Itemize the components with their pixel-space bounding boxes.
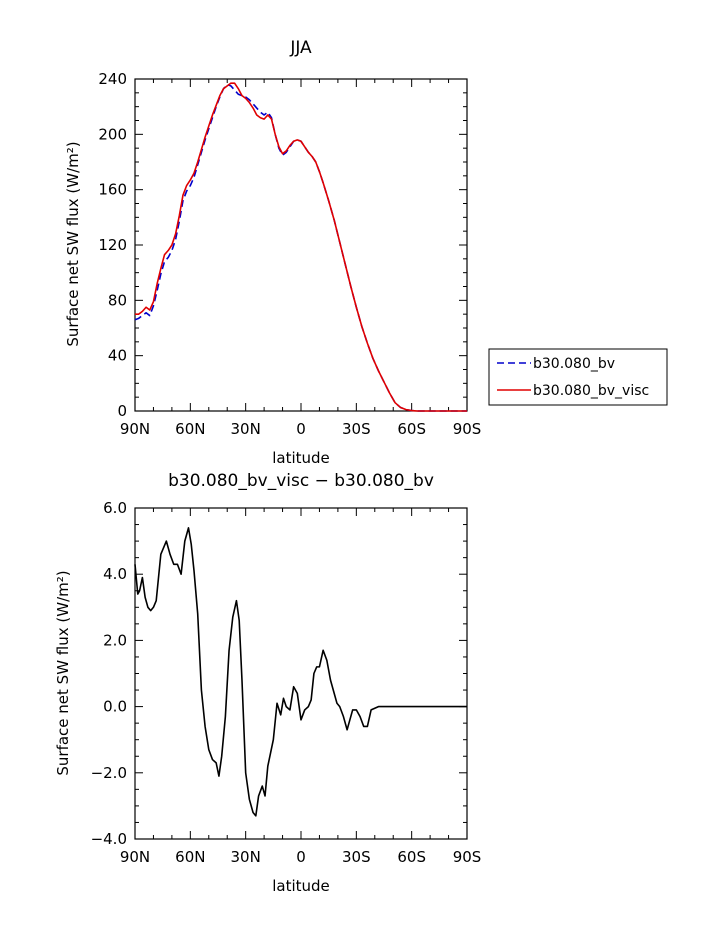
top-plot-frame bbox=[134, 78, 468, 412]
bottom-x-tick-label: 30S bbox=[342, 848, 371, 866]
bottom-x-tick-label: 90N bbox=[120, 848, 150, 866]
bottom-y-tick-label: −2.0 bbox=[91, 764, 127, 782]
top-x-tick-label: 60N bbox=[175, 420, 205, 438]
bottom-x-tick-label: 90S bbox=[453, 848, 482, 866]
top-y-tick-label: 160 bbox=[98, 181, 127, 199]
bottom-x-tick-label: 60S bbox=[397, 848, 426, 866]
bottom-x-tick-label: 60N bbox=[175, 848, 205, 866]
top-x-tick-label: 90N bbox=[120, 420, 150, 438]
bottom-y-tick-label: −4.0 bbox=[91, 830, 127, 848]
bottom-x-tick-label: 0 bbox=[296, 848, 306, 866]
bottom-plot-area: 90N 60N 30N 0 30S 60S 90S −4.0 −2.0 0.0 2.0 4.0 6.0 bbox=[91, 499, 482, 866]
bottom-x-tick-label: 30N bbox=[231, 848, 261, 866]
top-x-tick-label: 30S bbox=[342, 420, 371, 438]
top-y-tick-label: 240 bbox=[98, 70, 127, 88]
legend: b30.080_bv b30.080_bv_visc bbox=[488, 348, 668, 406]
top-y-tick-label: 120 bbox=[98, 236, 127, 254]
top-y-tick-label: 40 bbox=[108, 347, 127, 365]
bottom-y-tick-label: 4.0 bbox=[103, 565, 127, 583]
top-panel-title: JJA bbox=[289, 38, 312, 58]
bottom-y-tick-label: 6.0 bbox=[103, 499, 127, 517]
top-y-axis-label: Surface net SW flux (W/m²) bbox=[64, 141, 82, 346]
top-x-axis-label: latitude bbox=[272, 449, 330, 467]
bottom-series-line-0 bbox=[134, 527, 467, 817]
bottom-x-axis-label: latitude bbox=[272, 877, 330, 895]
bottom-y-tick-label: 2.0 bbox=[103, 631, 127, 649]
top-y-tick-label: 0 bbox=[117, 402, 127, 420]
top-x-tick-label: 90S bbox=[453, 420, 482, 438]
legend-box bbox=[488, 348, 668, 406]
top-y-tick-label: 80 bbox=[108, 291, 127, 309]
top-x-tick-label: 0 bbox=[296, 420, 306, 438]
top-x-tick-label: 60S bbox=[397, 420, 426, 438]
top-x-tick-label: 30N bbox=[231, 420, 261, 438]
top-series-line-0 bbox=[134, 83, 467, 412]
bottom-y-axis-label: Surface net SW flux (W/m²) bbox=[54, 570, 72, 775]
legend-label-b30-080-bv: b30.080_bv bbox=[533, 356, 615, 372]
bottom-y-tick-label: 0.0 bbox=[103, 698, 127, 716]
top-y-tick-label: 200 bbox=[98, 125, 127, 143]
top-panel: JJA 90N 60N 30N 0 30S 60S 90S 0 40 80 120 160 200 240… bbox=[64, 38, 481, 467]
bottom-panel: b30.080_bv_visc − b30.080_bv 90N 60N 30N 0 3… bbox=[54, 471, 481, 895]
top-series-line-1 bbox=[135, 82, 467, 412]
bottom-panel-title: b30.080_bv_visc − b30.080_bv bbox=[168, 471, 434, 491]
legend-label-b30-080-bv-visc: b30.080_bv_visc bbox=[533, 383, 649, 399]
top-plot-area: 90N 60N 30N 0 30S 60S 90S 0 40 80 120 160 200 240 bbox=[98, 70, 481, 438]
bottom-plot-frame bbox=[134, 507, 468, 840]
